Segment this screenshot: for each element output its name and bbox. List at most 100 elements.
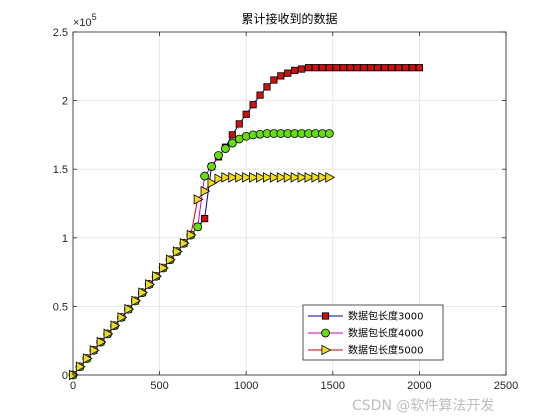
y-axis-exponent: ×105 [73, 12, 97, 29]
data-point [221, 144, 230, 154]
data-point [277, 72, 285, 80]
chart-title: 累计接收到的数据 [241, 11, 337, 26]
x-tick-label: 2000 [407, 380, 431, 392]
data-point [284, 69, 292, 77]
y-tick-label: 1 [62, 233, 68, 245]
y-tick-label: 0 [62, 370, 68, 382]
x-tick-label: 1500 [321, 380, 345, 392]
data-point [374, 64, 382, 72]
legend-item: 数据包长度3000 [308, 310, 423, 323]
data-point [124, 303, 135, 315]
data-point [110, 320, 121, 331]
data-point [200, 171, 210, 181]
data-point [262, 172, 273, 183]
x-tick-label: 2500 [494, 380, 518, 392]
data-point [89, 345, 100, 356]
data-point [360, 64, 368, 72]
data-point [298, 65, 306, 73]
data-point [297, 172, 308, 183]
data-point [131, 295, 142, 307]
data-point [283, 172, 294, 183]
x-tick-label: 500 [150, 380, 168, 392]
data-point [228, 131, 236, 139]
data-point [228, 172, 239, 183]
data-point [367, 64, 375, 72]
legend-marker [321, 344, 332, 356]
data-point [325, 172, 336, 183]
data-point [408, 64, 417, 72]
data-point [381, 64, 389, 72]
x-tick-label: 1000 [234, 380, 258, 392]
data-point [270, 76, 278, 84]
data-point [214, 151, 223, 160]
data-point [256, 172, 266, 183]
watermark: CSDN @软件算法开发 [352, 398, 494, 414]
data-point [103, 328, 114, 340]
data-point [145, 279, 156, 290]
data-point [200, 185, 211, 197]
data-point [346, 64, 354, 72]
legend-label: 数据包长度4000 [348, 327, 423, 340]
data-point [395, 64, 403, 72]
data-point [235, 172, 246, 183]
data-point [291, 66, 299, 75]
data-point [172, 246, 183, 257]
data-point [401, 64, 410, 72]
data-point [207, 177, 218, 189]
data-point [311, 172, 322, 183]
data-point [165, 254, 176, 266]
legend-label: 数据包长度3000 [348, 310, 423, 323]
data-point [235, 120, 243, 128]
data-point [388, 64, 396, 72]
data-point [227, 138, 237, 148]
series-layer [68, 64, 424, 381]
data-point [415, 64, 424, 72]
data-point [269, 172, 280, 183]
data-point [353, 64, 361, 72]
data-point [242, 110, 250, 118]
x-tick-label: 0 [70, 380, 76, 392]
data-point [159, 262, 169, 274]
y-tick-label: 0.5 [53, 301, 68, 313]
data-point [221, 172, 232, 183]
data-point [179, 238, 190, 249]
data-point [82, 353, 93, 364]
data-point [332, 64, 340, 72]
data-point [249, 172, 259, 183]
data-point [152, 270, 162, 282]
data-point [242, 172, 253, 183]
data-point [249, 101, 257, 109]
plot-frame [72, 31, 507, 376]
legend-item: 数据包长度5000 [308, 344, 423, 357]
legend: 数据包长度3000 数据包长度4000 数据包长度5000 [302, 304, 444, 361]
data-point [324, 129, 334, 138]
data-point [318, 172, 329, 183]
data-point [256, 91, 264, 99]
data-point [207, 162, 216, 171]
legend-marker [321, 312, 330, 320]
data-point [193, 222, 203, 232]
legend-label: 数据包长度5000 [348, 344, 423, 357]
y-tick-label: 2 [62, 96, 68, 108]
series-3 [69, 172, 336, 381]
legend-marker [321, 328, 330, 338]
data-point [325, 64, 333, 72]
data-point [263, 83, 271, 91]
data-point [290, 172, 301, 183]
data-point [186, 229, 197, 241]
data-point [318, 64, 327, 72]
data-point [201, 214, 209, 223]
data-point [117, 312, 128, 323]
tick-layer: 0 500 1000 1500 2000 2500 0 0.5 1 1.5 2 2.5 [53, 27, 519, 392]
data-point [304, 172, 315, 183]
data-point [311, 64, 320, 72]
data-point [276, 172, 287, 183]
y-tick-label: 2.5 [53, 27, 68, 39]
data-point [193, 194, 204, 205]
legend-item: 数据包长度4000 [308, 327, 423, 340]
y-tick-label: 1.5 [53, 164, 68, 176]
data-point [339, 64, 347, 72]
data-point [75, 361, 86, 373]
data-point [138, 287, 149, 298]
